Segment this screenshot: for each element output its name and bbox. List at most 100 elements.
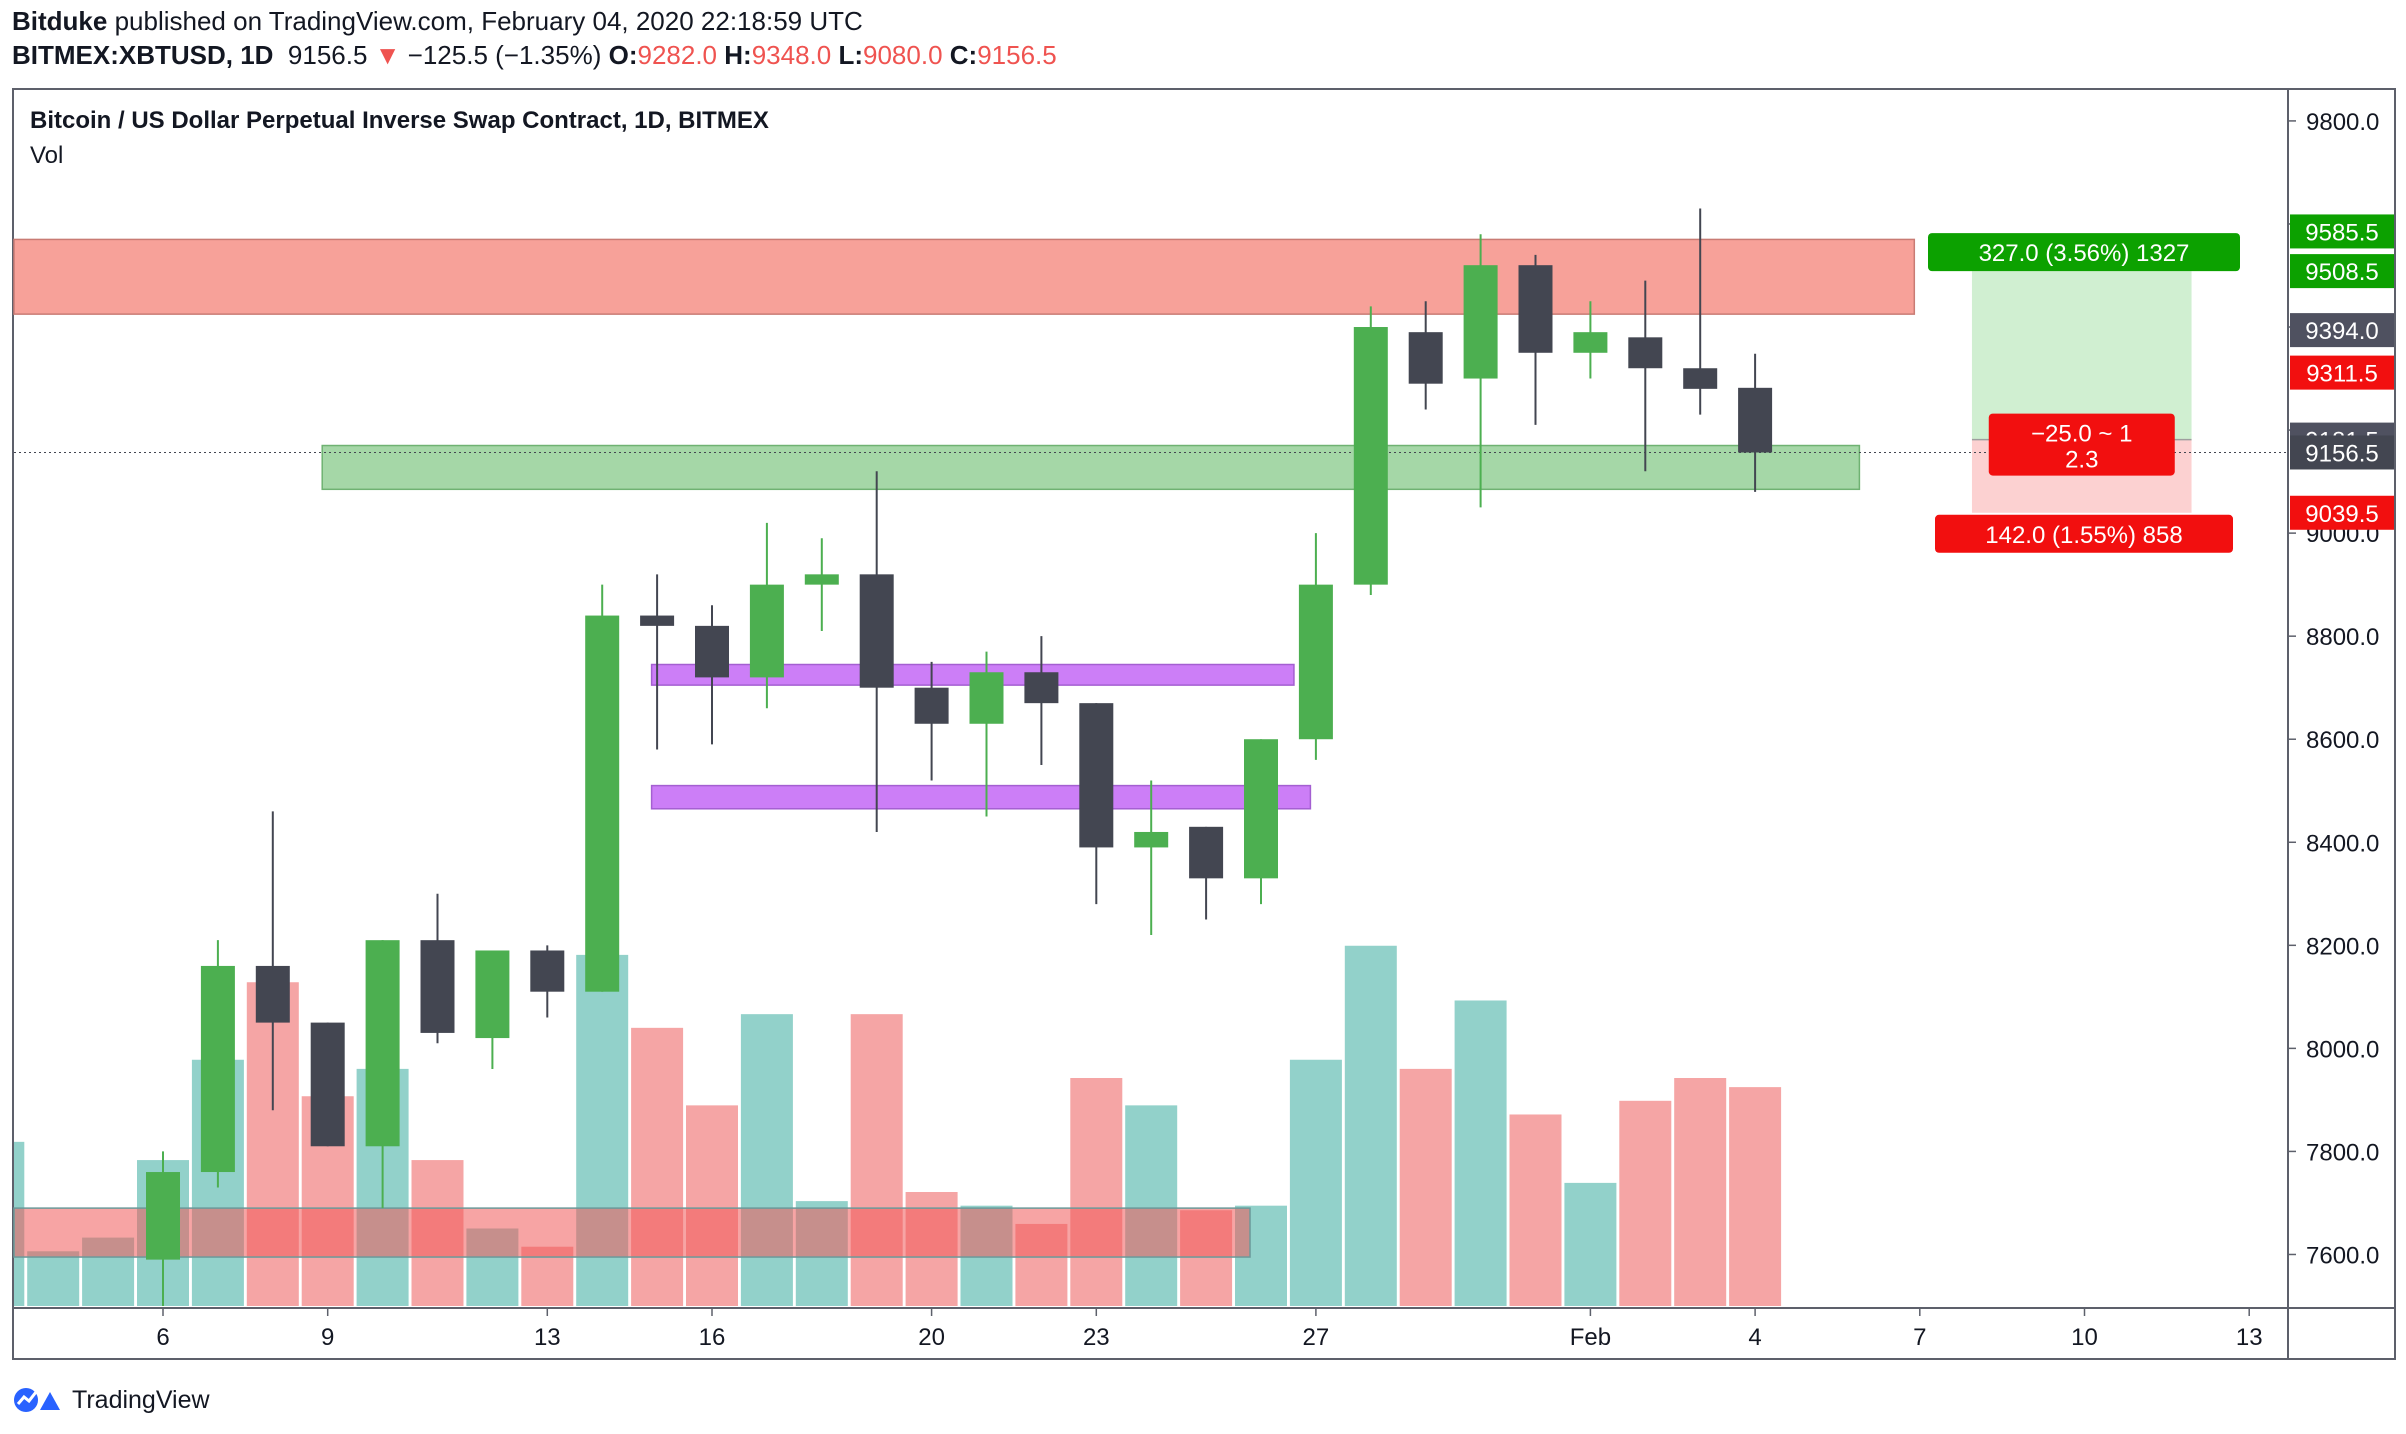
- low-value: 9080.0: [863, 40, 943, 70]
- target-label-text: 327.0 (3.56%) 1327: [1979, 240, 2190, 267]
- price-tick-label: 8800.0: [2306, 624, 2379, 651]
- legend-title: Bitcoin / US Dollar Perpetual Inverse Sw…: [30, 107, 769, 134]
- candle-body: [749, 584, 784, 678]
- candle-body: [420, 940, 455, 1033]
- price-badge-label: 9585.5: [2305, 219, 2378, 246]
- tradingview-logo-icon: [14, 1388, 60, 1412]
- axes-layer: 7600.0 7800.0 8000.0 8200.0 8400.0 8600.0 8800…: [14, 90, 2394, 1358]
- volume-zone: [13, 1207, 1251, 1258]
- stop-label-text: 142.0 (1.55%) 858: [1985, 522, 2182, 549]
- chart-frame: [12, 88, 2396, 1360]
- candle-body: [804, 574, 839, 585]
- price-tick-label: 8600.0: [2306, 727, 2379, 754]
- volume-bar: [1509, 1114, 1562, 1306]
- last-price: 9156.5: [287, 40, 368, 70]
- price-tick-label: 9800.0: [2306, 109, 2379, 136]
- candle-body: [1518, 265, 1553, 353]
- volume-bar: [1289, 1059, 1342, 1306]
- time-tick-label: 4: [1748, 1324, 1761, 1351]
- stop-label-box: [1935, 514, 2233, 553]
- zones-layer: [13, 238, 1916, 491]
- high-label: H:: [724, 40, 752, 70]
- price-tick-label: 7600.0: [2306, 1242, 2379, 1269]
- risk-ratio-label-text: −25.0 ~ 1: [2031, 421, 2132, 448]
- price-badge-label: 9394.0: [2305, 318, 2378, 345]
- volume-bar: [686, 1105, 738, 1306]
- candle-body: [914, 687, 949, 724]
- target-zone: [1971, 271, 2192, 440]
- down-arrow-icon: ▼: [374, 40, 401, 70]
- time-tick-label: 27: [1303, 1324, 1330, 1351]
- candle-body: [1573, 332, 1608, 353]
- candle-body: [1628, 337, 1663, 369]
- symbol-info: BITMEX:XBTUSD, 1D 9156.5 ▼ −125.5 (−1.35…: [12, 40, 1057, 71]
- volume-bar: [1564, 1182, 1617, 1306]
- volume-bar: [740, 1014, 793, 1306]
- candle-body: [255, 965, 290, 1023]
- price-badge-label: 9311.5: [2306, 361, 2378, 388]
- price-tick-label: 8200.0: [2306, 933, 2379, 960]
- price-badge: [2290, 355, 2394, 390]
- candle-body: [1134, 831, 1169, 848]
- candle-body: [585, 615, 620, 992]
- volume-layer: [14, 945, 1782, 1306]
- candle-body: [1189, 826, 1224, 879]
- candle-body: [475, 950, 510, 1039]
- time-tick-label: 13: [2236, 1324, 2263, 1351]
- volume-bar: [1674, 1078, 1727, 1306]
- low-label: L:: [838, 40, 863, 70]
- close-label: C:: [949, 40, 978, 70]
- time-tick-label: 7: [1913, 1324, 1926, 1351]
- candle-body: [146, 1172, 180, 1260]
- price-badge: [2290, 214, 2394, 249]
- time-tick-label: 20: [918, 1324, 945, 1351]
- volume-bar: [27, 1251, 80, 1306]
- close-value: 9156.5: [977, 40, 1057, 70]
- candle-body: [969, 672, 1004, 724]
- time-tick-label: Feb: [1570, 1324, 1611, 1351]
- footer: TradingView: [12, 1380, 210, 1420]
- candle-body: [1683, 368, 1718, 389]
- time-tick-label: 23: [1083, 1324, 1110, 1351]
- volume-bar: [631, 1027, 684, 1306]
- time-tick-label: 9: [321, 1324, 334, 1351]
- price-tick-label: 7800.0: [2306, 1139, 2379, 1166]
- published-text: published on TradingView.com, February 0…: [114, 6, 863, 36]
- candle-body: [1408, 332, 1443, 384]
- risk-ratio-label-text: 2.3: [2065, 447, 2098, 474]
- time-tick-label: 6: [156, 1324, 169, 1351]
- open-value: 9282.0: [637, 40, 718, 70]
- candle-body: [695, 625, 729, 678]
- volume-bar: [1399, 1068, 1452, 1306]
- volume-bar: [850, 1014, 903, 1306]
- high-value: 9348.0: [751, 40, 832, 70]
- candle-body: [859, 574, 894, 688]
- volume-bar: [1344, 945, 1397, 1306]
- time-tick-label: 10: [2071, 1324, 2098, 1351]
- candle-body: [1298, 584, 1333, 740]
- footer-brand[interactable]: TradingView: [72, 1385, 210, 1414]
- candle-body: [640, 615, 675, 626]
- candle-body: [1079, 703, 1114, 848]
- labels-layer: 9585.59508.59394.09311.59181.59156.59039…: [1928, 214, 2394, 553]
- price-badge: [2290, 254, 2394, 289]
- candle-body: [200, 965, 235, 1173]
- candle-body: [530, 950, 565, 992]
- price-badge-label: 9039.5: [2305, 501, 2378, 528]
- volume-bar: [1619, 1100, 1672, 1306]
- publish-info: Bitduke published on TradingView.com, Fe…: [12, 6, 863, 37]
- resistance-zone: [13, 238, 1916, 315]
- author-name[interactable]: Bitduke: [12, 6, 108, 36]
- candle-body: [1463, 265, 1498, 379]
- target-label-box: [1928, 233, 2240, 272]
- price-badge: [2290, 435, 2394, 470]
- price-badge-label: 9508.5: [2305, 259, 2378, 286]
- candles-layer: [146, 208, 1773, 1306]
- price-change: −125.5 (−1.35%): [407, 40, 602, 70]
- candle-body: [1024, 672, 1059, 704]
- candle-body: [365, 940, 400, 1147]
- price-tick-label: 8400.0: [2306, 830, 2379, 857]
- time-tick-label: 16: [699, 1324, 726, 1351]
- open-label: O:: [608, 40, 638, 70]
